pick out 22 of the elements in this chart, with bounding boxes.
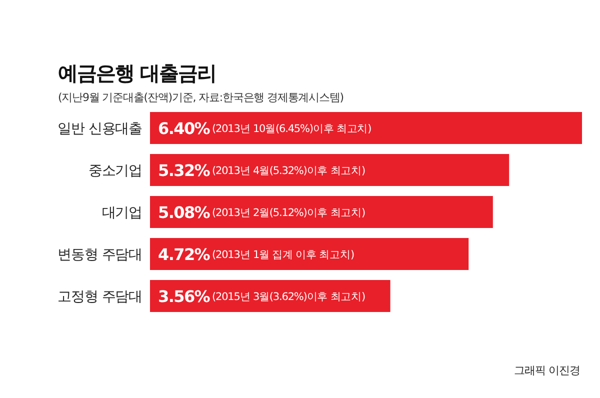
bar — [150, 154, 510, 186]
annotation: (2013년 10월(6.45%)이후 최고치) — [212, 123, 372, 135]
annotation: (2015년 3월(3.62%)이후 최고치) — [212, 291, 366, 303]
bar — [150, 238, 469, 270]
data-label: 6.40% — [158, 119, 210, 138]
annotation: (2013년 2월(5.12%)이후 최고치) — [212, 207, 366, 219]
y-tick-label: 고정형 주담대 — [58, 289, 142, 305]
y-tick-label: 대기업 — [102, 205, 142, 221]
annotation: (2013년 1월 집계 이후 최고치) — [212, 249, 354, 261]
annotation: (2013년 4월(5.32%)이후 최고치) — [212, 165, 366, 177]
data-label: 5.32% — [158, 161, 210, 180]
data-label: 4.72% — [158, 245, 210, 264]
data-label: 5.08% — [158, 203, 210, 222]
chart-title: 예금은행 대출금리 — [58, 61, 216, 85]
bar — [150, 112, 582, 144]
bar — [150, 196, 493, 228]
y-tick-label: 일반 신용대출 — [58, 121, 142, 137]
chart-subtitle: (지난9월 기준대출(잔액)기준, 자료:한국은행 경제통계시스템) — [58, 91, 344, 104]
y-tick-label: 중소기업 — [88, 163, 142, 179]
y-tick-label: 변동형 주담대 — [58, 247, 142, 263]
data-label: 3.56% — [158, 287, 210, 306]
text: 그래픽 이진경 — [514, 364, 580, 377]
